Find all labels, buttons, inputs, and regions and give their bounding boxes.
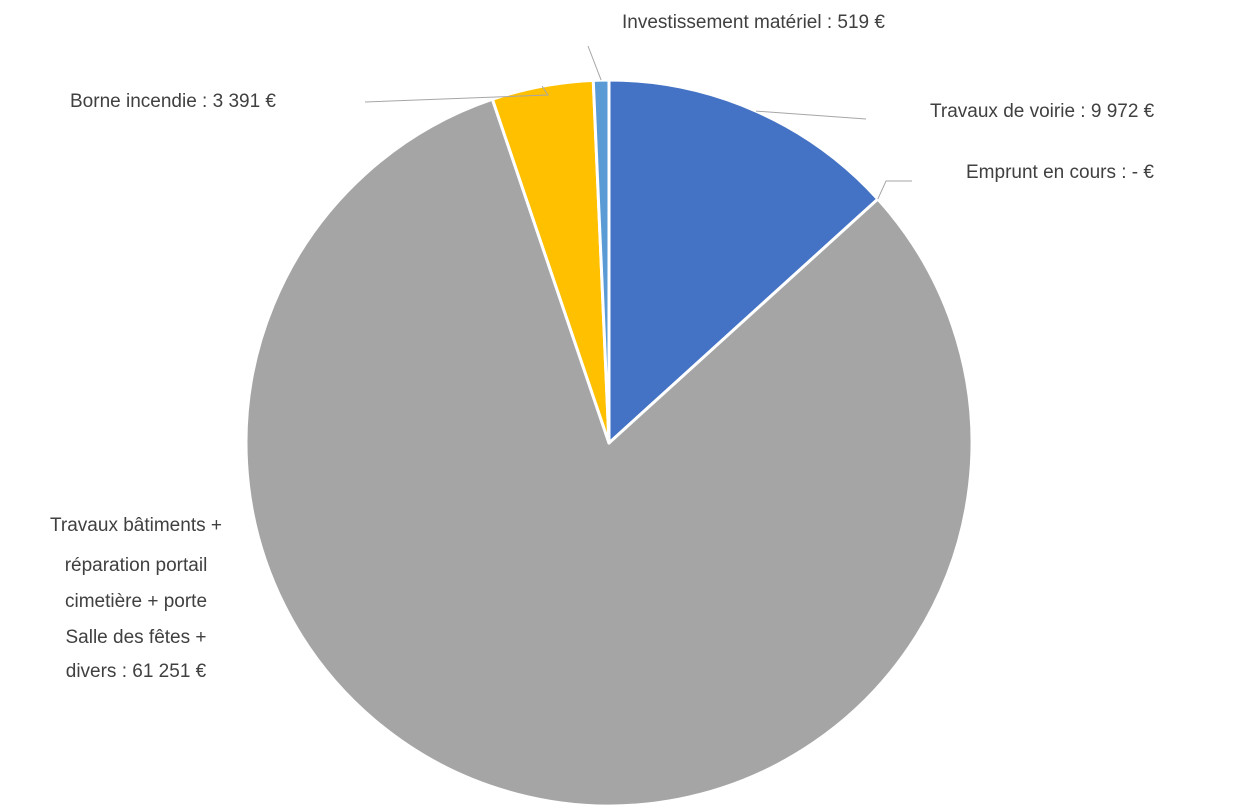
pie-slices [244,78,974,808]
label-travaux-batiments-line-2: réparation portail [65,555,208,576]
label-travaux-batiments-line-5: divers : 61 251 € [66,661,207,682]
label-travaux-de-voirie: Travaux de voirie : 9 972 € [930,101,1155,122]
leader-borne-incendie [364,85,549,103]
leader-travaux-de-voirie [755,110,867,120]
label-travaux-batiments: Travaux bâtiments + réparation portail c… [50,515,222,682]
label-travaux-batiments-line-1: Travaux bâtiments + [50,515,222,536]
label-investissement-materiel: Investissement matériel : 519 € [622,12,885,33]
leader-emprunt-en-cours [877,180,912,200]
leader-lines [364,45,912,200]
label-travaux-batiments-line-3: cimetière + porte [65,591,207,612]
label-emprunt-en-cours: Emprunt en cours : - € [966,162,1154,183]
label-travaux-batiments-line-4: Salle des fêtes + [65,627,206,648]
label-borne-incendie: Borne incendie : 3 391 € [70,91,276,112]
pie-slice-2 [244,97,974,808]
leader-investissement-materiel [587,45,602,81]
pie-slice-4 [591,78,611,445]
